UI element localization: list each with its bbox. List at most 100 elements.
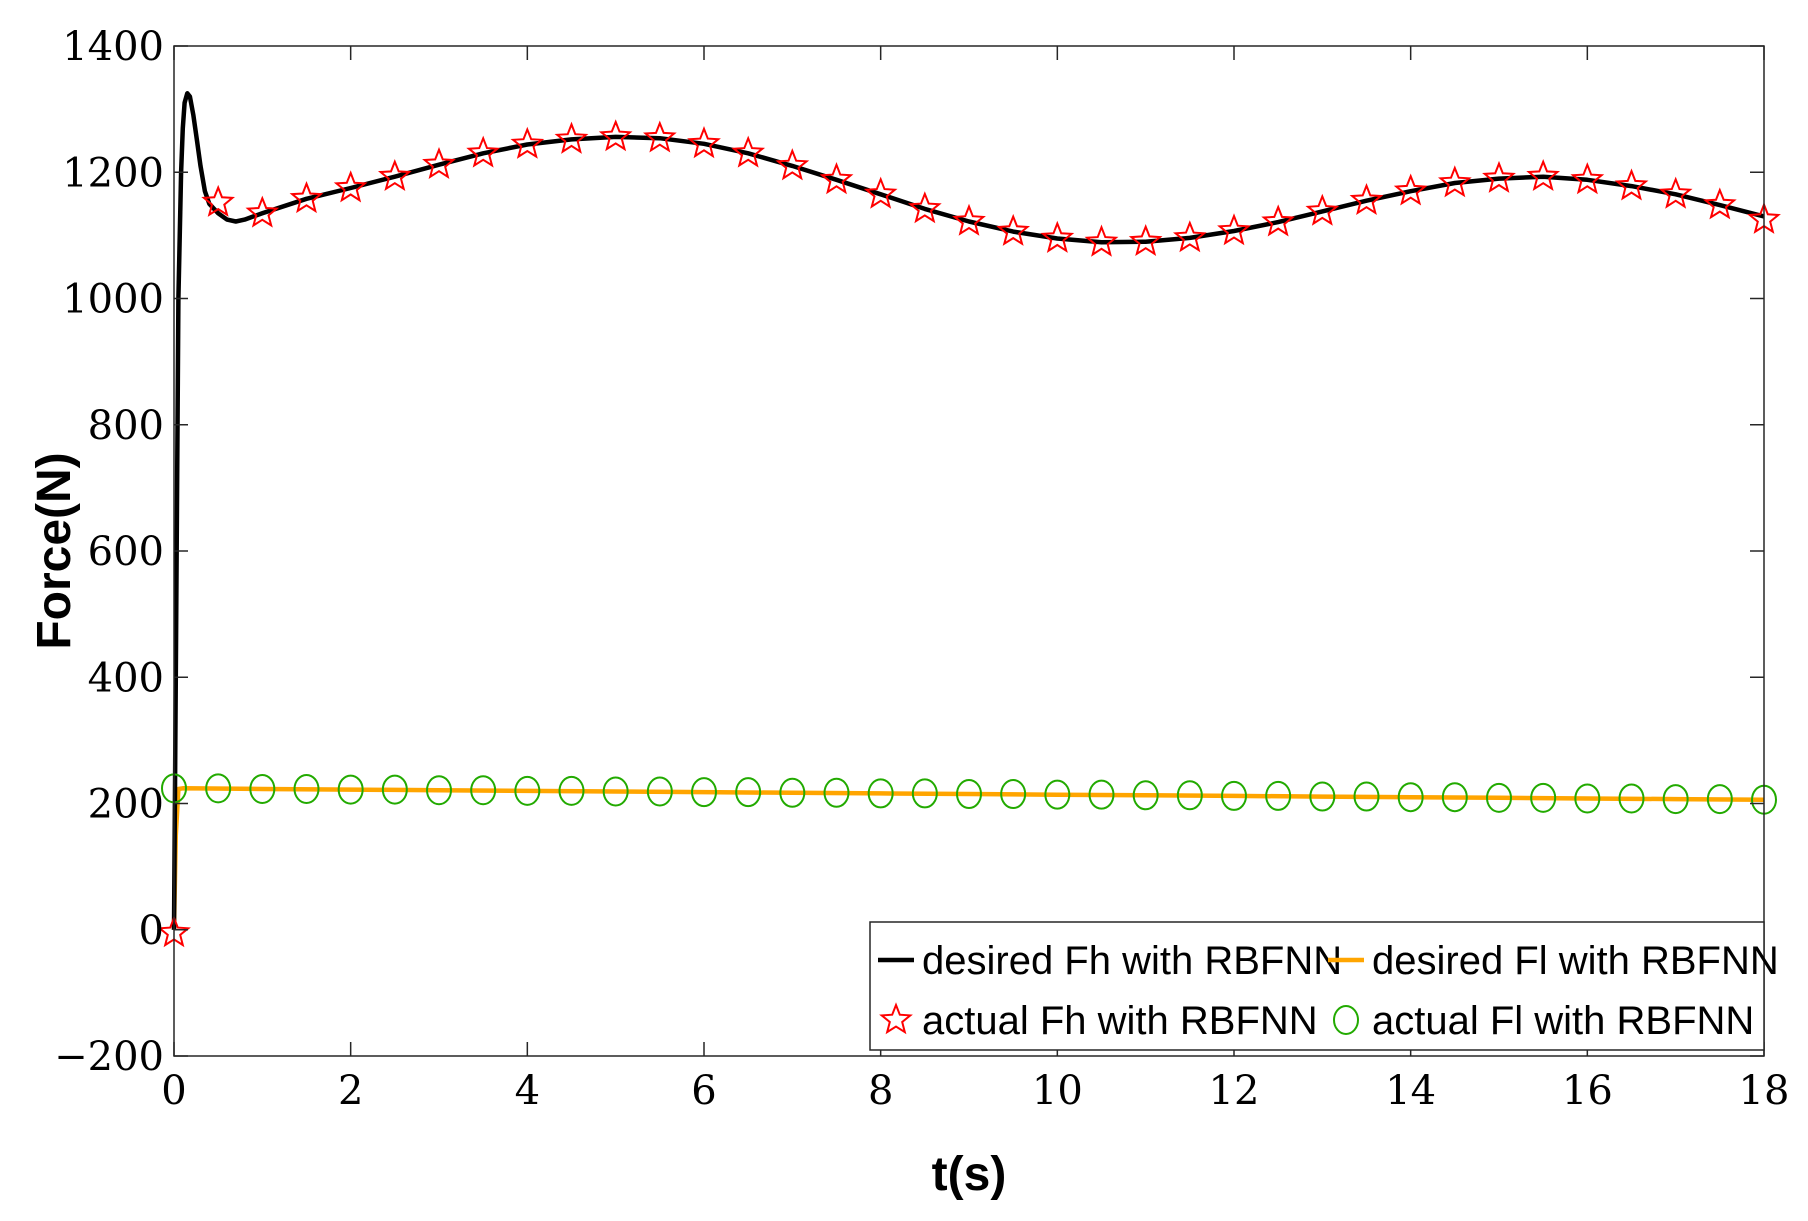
x-tick-label: 12 (1209, 1068, 1260, 1114)
star-marker (996, 213, 1030, 246)
circle-marker (1221, 780, 1247, 811)
star-marker (1173, 220, 1207, 253)
circle-marker (470, 775, 497, 806)
star-marker (245, 195, 280, 228)
circle-marker (646, 776, 673, 807)
x-tick-label: 14 (1385, 1068, 1436, 1114)
star-marker (1526, 158, 1560, 192)
star-marker (819, 162, 854, 195)
circle-marker (1706, 784, 1733, 815)
circle-marker (1176, 780, 1203, 811)
circle-marker (1265, 780, 1292, 811)
x-tick-label: 18 (1739, 1068, 1790, 1114)
series-layer (157, 91, 1781, 948)
circle-marker (823, 777, 850, 808)
x-tick-label: 16 (1562, 1068, 1613, 1114)
star-marker (289, 181, 324, 214)
series-line (171, 91, 1765, 930)
star-marker (1658, 176, 1693, 209)
star-marker (1614, 168, 1649, 201)
y-axis-title: Force(N) (28, 452, 81, 649)
circle-marker (1000, 779, 1027, 810)
star-marker (1305, 193, 1340, 226)
circle-marker (1618, 783, 1645, 814)
star-marker (1570, 162, 1605, 195)
circle-marker (1662, 784, 1689, 815)
circle-marker (558, 775, 585, 806)
circle-marker (205, 773, 232, 804)
y-tick-label: 600 (88, 529, 164, 575)
legend: desired Fh with RBFNN desired Fl with RBF… (869, 921, 1779, 1051)
star-marker (731, 135, 766, 168)
legend-star-swatch (879, 1002, 913, 1035)
x-tick-label: 0 (161, 1068, 186, 1114)
star-marker (1703, 187, 1737, 220)
x-tick-label: 4 (515, 1068, 540, 1114)
circle-marker (1088, 779, 1115, 810)
star-marker (643, 120, 677, 153)
star-marker (510, 126, 545, 159)
circle-marker (691, 777, 717, 808)
circle-marker (514, 775, 541, 806)
star-marker (554, 121, 589, 154)
circle-marker (337, 774, 364, 805)
circle-marker (1441, 782, 1468, 813)
circle-marker (249, 773, 276, 804)
legend-circle-swatch (1333, 1005, 1359, 1035)
legend-box (869, 921, 1765, 1051)
star-marker (687, 126, 721, 159)
circle-marker (1132, 780, 1159, 811)
y-tick-label: 800 (88, 403, 164, 449)
circle-marker (779, 777, 806, 808)
star-marker (598, 119, 633, 152)
x-tick-label: 2 (338, 1068, 363, 1114)
x-tick-label: 6 (691, 1068, 716, 1114)
legend-label: desired Fh with RBFNN (922, 939, 1342, 983)
circle-marker (426, 775, 452, 806)
series-line (171, 786, 1765, 930)
y-tick-label: −200 (54, 1034, 164, 1080)
circle-marker (1044, 779, 1071, 810)
star-marker (1217, 213, 1251, 246)
star-marker (201, 184, 235, 217)
circle-marker (381, 774, 408, 805)
star-marker (1438, 165, 1472, 198)
legend-label: desired Fl with RBFNN (1372, 939, 1779, 983)
star-marker (378, 158, 412, 192)
circle-marker (735, 777, 762, 808)
circle-marker (867, 778, 894, 809)
legend-label: actual Fh with RBFNN (922, 999, 1318, 1043)
star-marker (1482, 160, 1516, 193)
circle-marker (1353, 781, 1380, 812)
circle-marker (1397, 782, 1424, 813)
legend-label: actual Fl with RBFNN (1372, 999, 1754, 1043)
circle-marker (956, 779, 982, 810)
x-tick-label: 8 (868, 1068, 893, 1114)
star-marker (1084, 224, 1119, 257)
circle-marker (602, 776, 629, 807)
y-tick-label: 0 (139, 908, 164, 954)
y-tick-label: 1400 (62, 24, 164, 70)
star-marker (952, 203, 986, 236)
star-marker (775, 148, 810, 181)
star-marker (466, 135, 501, 168)
star-marker (908, 191, 942, 224)
y-tick-label: 400 (88, 655, 164, 701)
y-tick-label: 200 (88, 782, 164, 828)
circle-marker (911, 778, 938, 809)
star-marker (422, 146, 456, 180)
x-tick-label: 10 (1032, 1068, 1083, 1114)
tick-labels: 0 2 4 6 8 10 12 14 16 18−200020040060080010001200… (54, 24, 1789, 1114)
circle-marker (293, 773, 320, 804)
star-marker (863, 176, 898, 209)
circle-marker (1309, 781, 1336, 812)
star-marker (1349, 182, 1384, 216)
star-marker (1261, 204, 1296, 237)
circle-marker (1530, 782, 1557, 813)
x-axis-title: t(s) (932, 1148, 1007, 1201)
star-marker (1128, 223, 1163, 257)
y-tick-label: 1000 (62, 277, 164, 323)
circle-marker (1486, 782, 1512, 813)
circle-marker (1574, 783, 1601, 814)
